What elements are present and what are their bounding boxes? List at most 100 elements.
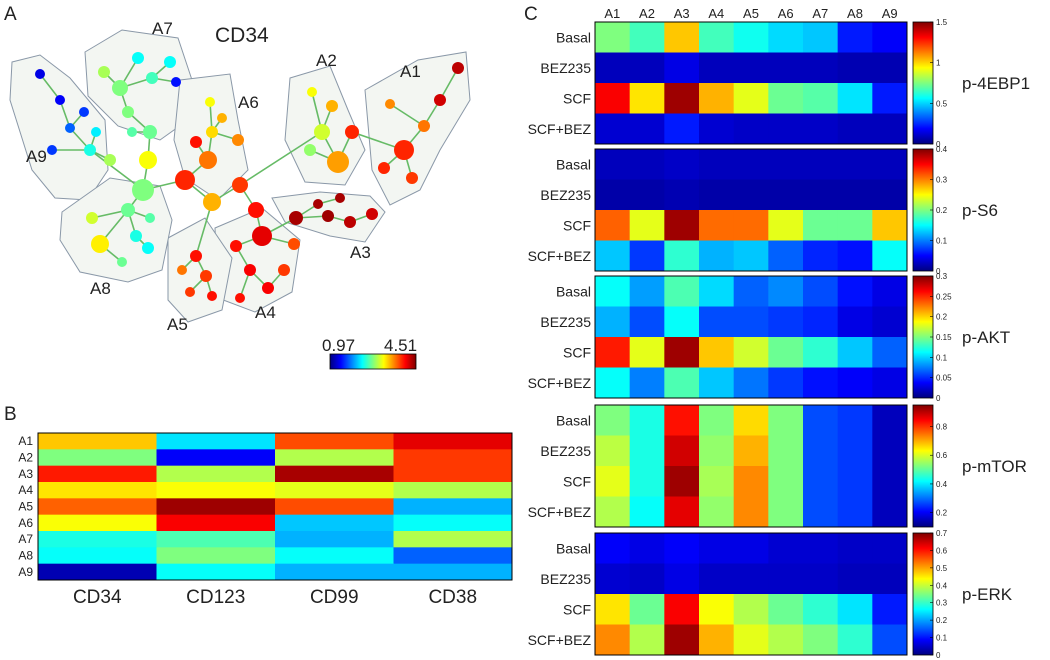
tree-node <box>235 293 245 303</box>
cluster-label-a9: A9 <box>26 147 47 166</box>
colorbar-tick-label: 1.5 <box>936 18 948 27</box>
heatmap-cell <box>872 367 908 399</box>
panel-a: A CD34 A7 A2 A1 A6 A9 A3 A8 A5 A4 0.97 4… <box>4 4 471 370</box>
heatmap-cell <box>664 179 700 211</box>
cluster-label-a5: A5 <box>167 315 188 334</box>
heatmap-cell <box>872 466 908 497</box>
heatmap-cell <box>595 563 631 595</box>
heatmap-cell <box>595 240 631 272</box>
heatmap-cell <box>768 496 804 528</box>
heatmap-cell <box>629 52 665 84</box>
column-label: A4 <box>708 6 724 21</box>
heatmap-cell <box>156 449 276 467</box>
heatmap-cell <box>156 547 276 565</box>
heatmap-cell <box>733 240 769 272</box>
heatmap-cell <box>595 367 631 399</box>
heatmap-cell <box>699 22 735 53</box>
heatmap-cell <box>595 276 631 307</box>
heatmap-cell <box>733 306 769 338</box>
tree-node <box>122 106 134 118</box>
heatmap-cell <box>629 83 665 114</box>
column-label: A7 <box>812 6 828 21</box>
tree-node <box>199 151 217 169</box>
heatmap-cell <box>275 482 394 499</box>
heatmap-cell <box>275 531 394 548</box>
heatmap-cell <box>837 22 873 53</box>
tree-node <box>394 140 414 160</box>
row-label: SCF <box>563 217 591 233</box>
heatmap-cell <box>768 22 804 53</box>
colorbar-tick-label: 1 <box>936 59 941 68</box>
row-label: BEZ235 <box>540 314 591 330</box>
heatmap-frame <box>594 148 908 272</box>
tree-node <box>434 94 446 106</box>
row-label: SCF+BEZ <box>528 121 592 137</box>
heatmap-cell <box>768 210 804 241</box>
heatmap-cell <box>699 466 735 497</box>
heatmap-cell <box>699 337 735 368</box>
heatmap-cell <box>595 337 631 368</box>
heatmap-cell <box>699 435 735 467</box>
tree-node <box>164 56 176 68</box>
heatmap-cell <box>768 276 804 307</box>
tree-node <box>262 282 274 294</box>
heatmap-cell <box>629 624 665 656</box>
colorbar <box>912 404 934 528</box>
heatmap-cell <box>803 435 839 467</box>
heatmap-cell <box>768 179 804 211</box>
heatmap-cell <box>699 276 735 307</box>
heatmap-cell <box>699 533 735 564</box>
heatmap-cell <box>699 240 735 272</box>
colorbar-tick-label: 0 <box>936 394 941 403</box>
heatmap-cell <box>803 113 839 145</box>
heatmap-cell <box>768 466 804 497</box>
heatmap-cell <box>664 52 700 84</box>
tree-node <box>127 127 137 137</box>
heatmap-cell <box>872 337 908 368</box>
row-label: A2 <box>18 451 33 465</box>
heatmap-cell <box>872 563 908 595</box>
heatmap-cell <box>664 337 700 368</box>
row-label: SCF+BEZ <box>528 248 592 264</box>
heatmap-cell <box>872 149 908 180</box>
tree-node <box>130 230 142 242</box>
row-label: SCF <box>563 344 591 360</box>
heatmap-cell <box>699 179 735 211</box>
tree-edge <box>89 149 144 191</box>
heatmap-cell <box>768 594 804 625</box>
heatmap-cell <box>699 563 735 595</box>
row-label: SCF <box>563 90 591 106</box>
row-label: SCF <box>563 473 591 489</box>
heatmap-cell <box>664 533 700 564</box>
tree-node <box>378 162 390 174</box>
row-label: A1 <box>18 434 33 448</box>
heatmap-cell <box>595 496 631 528</box>
heatmap-cell <box>629 210 665 241</box>
heatmap-cell <box>275 498 394 516</box>
heatmap-cell <box>803 179 839 211</box>
heatmap-cell <box>664 405 700 436</box>
heatmap-frame <box>594 21 908 145</box>
heatmap-cell <box>733 496 769 528</box>
tree-node <box>145 213 155 223</box>
heatmap-cell <box>768 149 804 180</box>
heatmap-cell <box>38 482 157 499</box>
colorbar-tick-label: 0.3 <box>936 176 948 185</box>
heatmap-cell <box>872 405 908 436</box>
colorbar-tick-label: 0.5 <box>936 564 948 573</box>
column-label: A1 <box>604 6 620 21</box>
heatmap-cell <box>595 52 631 84</box>
heatmap-cell <box>803 83 839 114</box>
heatmap-cell <box>38 531 157 548</box>
tree-node <box>366 208 378 220</box>
panel-a-colorbar <box>329 353 417 370</box>
heatmap-cell <box>393 531 513 548</box>
cluster-label-a4: A4 <box>255 303 276 322</box>
heatmap-cell <box>38 547 157 565</box>
tree-node <box>175 170 195 190</box>
tree-node <box>406 172 418 184</box>
heatmap-cell <box>595 594 631 625</box>
heatmap-cell <box>664 240 700 272</box>
heatmap-cell <box>768 405 804 436</box>
heatmap-cell <box>872 276 908 307</box>
